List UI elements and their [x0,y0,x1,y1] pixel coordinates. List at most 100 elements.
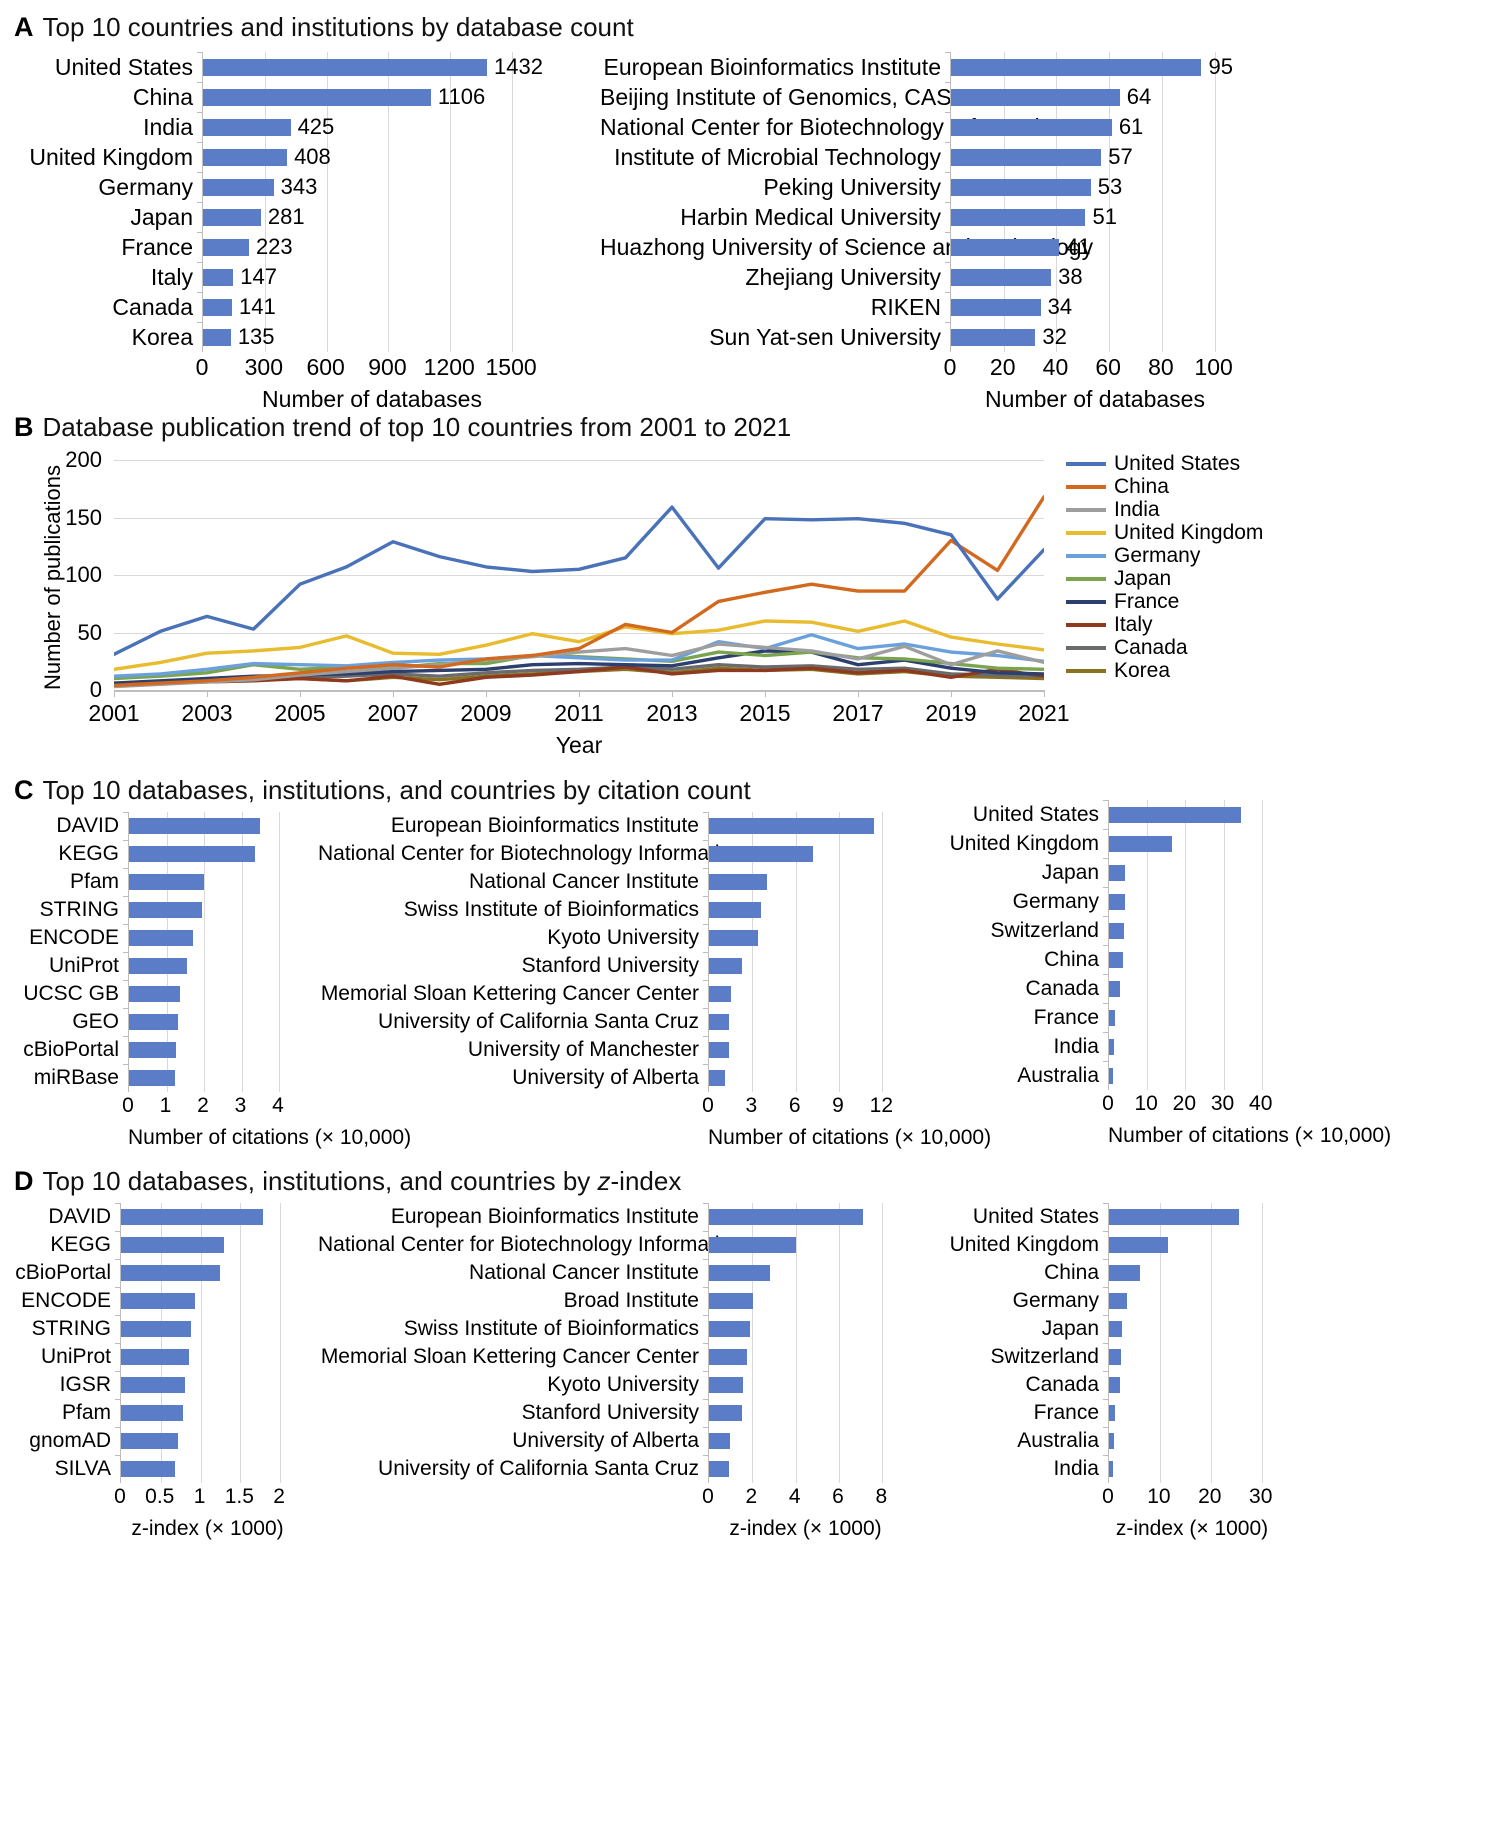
x-axis: 0 20 40 60 80 100 [600,352,1490,384]
panel-d-letter: D [14,1166,34,1196]
x-axis-title: z-index (× 1000) [1115,1517,1269,1540]
bar-row [1103,858,1277,887]
axis-tick [945,112,951,113]
category-label: Pfam [69,870,119,893]
bar-row [1103,1287,1277,1315]
legend-label: Japan [1114,566,1172,590]
x-tick-label: 2011 [554,700,604,726]
axis-tick [703,1064,709,1065]
gridline [882,1203,884,1483]
bar-value-label: 34 [1047,294,1073,319]
x-tick-label: 8 [875,1485,888,1508]
bar-row: 141 [197,292,543,322]
x-tick-label: 2 [273,1485,285,1508]
bar-row [123,1064,294,1092]
legend-item[interactable]: Korea [1066,659,1263,682]
x-tick-label: 900 [368,354,407,380]
bar [951,298,1041,316]
axis-tick [123,980,129,981]
gridline [1210,1203,1212,1483]
legend-label: Canada [1114,635,1188,659]
bar-row [1103,1003,1277,1032]
panel-b-letter: B [14,412,34,442]
bar-row [703,1427,904,1455]
gridline [1185,800,1187,1090]
category-label: Stanford University [521,1401,699,1424]
category-label: Kyoto University [547,1373,699,1396]
plot-area: 95 64 61 57 53 51 41 38 34 32 [945,52,1241,352]
x-tick-label: 1.5 [224,1485,254,1508]
axis-tick [197,142,203,143]
axis-spacer [930,1090,1108,1122]
legend-item[interactable]: Japan [1066,567,1263,590]
bar [709,1293,754,1309]
bar [709,1014,730,1030]
x-axis: 0 2 4 6 8 [318,1483,918,1515]
bar-row [123,952,294,980]
panel-d-right-chart: United States United Kingdom China Germany J… [930,1203,1490,1541]
bar [709,986,731,1002]
gridline [752,1203,754,1483]
bar-row [703,1343,904,1371]
category-label: United Kingdom [29,144,193,170]
bar [129,986,180,1002]
axis-tick [1103,1399,1109,1400]
x-tick-label: 3 [745,1094,758,1117]
x-tick-label: 0 [702,1094,714,1117]
axis-tick [1103,800,1109,801]
panel-c-right-chart: United States United Kingdom Japan Germany S… [930,800,1490,1148]
axis-tick [123,952,129,953]
bar-row [123,1036,294,1064]
axis-tick [703,1343,709,1344]
line-series [114,505,1044,656]
category-label: National Center for Biotechnology Inform… [600,114,1066,140]
bar [709,1070,725,1086]
category-label: Broad Institute [563,1289,699,1312]
bar-row [123,980,294,1008]
legend-item[interactable]: Italy [1066,613,1263,636]
x-axis-title: z-index (× 1000) [729,1517,882,1540]
legend-item[interactable]: France [1066,590,1263,613]
legend-item[interactable]: United States [1066,452,1263,475]
legend-item[interactable]: China [1066,475,1263,498]
category-label: SILVA [54,1457,111,1480]
legend-item[interactable]: India [1066,498,1263,521]
bar [203,208,261,226]
category-label: United Kingdom [949,832,1099,855]
bar [121,1461,176,1477]
bar-row: 38 [945,262,1241,292]
category-label: European Bioinformatics Institute [390,1205,699,1228]
gridline [388,52,390,352]
bar-chart-body: United States United Kingdom China Germany J… [930,1203,1490,1541]
axis-spacer [600,352,950,384]
legend-label: Italy [1114,612,1153,636]
y-tick-label: 150 [65,504,102,530]
legend-item[interactable]: Canada [1066,636,1263,659]
legend-item[interactable]: Germany [1066,544,1263,567]
category-label: National Cancer Institute [469,870,699,893]
gridline [839,812,840,1092]
line-series [114,642,1044,689]
x-tick-label: 0 [702,1485,714,1508]
bar-row: 61 [945,112,1241,142]
category-label: European Bioinformatics Institute [390,814,699,837]
category-label: Japan [130,204,193,230]
line-series [114,619,1044,671]
bar-row [1103,1203,1277,1231]
x-axis-tick [858,690,859,697]
x-axis-tick [114,690,115,697]
axis-tick [115,1315,121,1316]
gridline [1109,52,1111,352]
category-label: UniProt [40,1345,111,1368]
bar [1109,1237,1168,1253]
bar [1109,1209,1239,1225]
plot-area [115,1203,296,1483]
bar [203,328,231,346]
bar-value-label: 32 [1042,324,1067,349]
category-label: STRING [39,898,119,921]
bar [129,902,203,918]
legend-item[interactable]: United Kingdom [1066,521,1263,544]
axis-tick [197,202,203,203]
bar-row [703,1036,904,1064]
axis-tick [115,1427,121,1428]
